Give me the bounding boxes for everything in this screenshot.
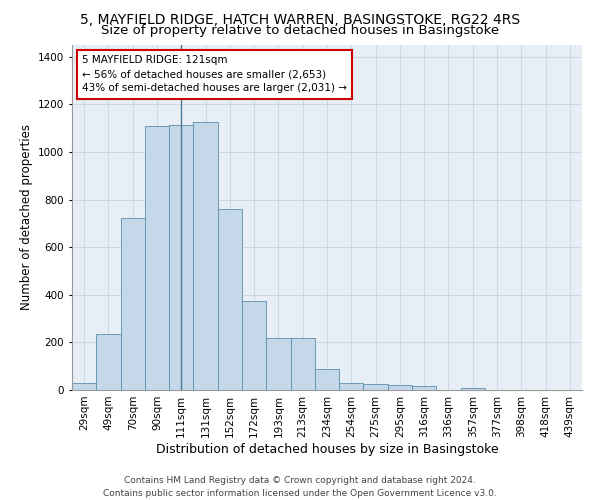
- Text: 5 MAYFIELD RIDGE: 121sqm
← 56% of detached houses are smaller (2,653)
43% of sem: 5 MAYFIELD RIDGE: 121sqm ← 56% of detach…: [82, 56, 347, 94]
- Bar: [266, 338, 290, 390]
- Text: Size of property relative to detached houses in Basingstoke: Size of property relative to detached ho…: [101, 24, 499, 37]
- Y-axis label: Number of detached properties: Number of detached properties: [20, 124, 32, 310]
- Bar: [412, 386, 436, 390]
- Bar: [193, 122, 218, 390]
- Bar: [121, 218, 145, 390]
- Bar: [290, 338, 315, 390]
- Bar: [339, 383, 364, 390]
- Text: Contains HM Land Registry data © Crown copyright and database right 2024.
Contai: Contains HM Land Registry data © Crown c…: [103, 476, 497, 498]
- Bar: [388, 385, 412, 390]
- Text: 5, MAYFIELD RIDGE, HATCH WARREN, BASINGSTOKE, RG22 4RS: 5, MAYFIELD RIDGE, HATCH WARREN, BASINGS…: [80, 12, 520, 26]
- Bar: [218, 209, 242, 390]
- Bar: [72, 383, 96, 390]
- Bar: [242, 301, 266, 390]
- Bar: [315, 368, 339, 390]
- Bar: [145, 126, 169, 390]
- X-axis label: Distribution of detached houses by size in Basingstoke: Distribution of detached houses by size …: [155, 442, 499, 456]
- Bar: [461, 388, 485, 390]
- Bar: [96, 334, 121, 390]
- Bar: [364, 384, 388, 390]
- Bar: [169, 124, 193, 390]
